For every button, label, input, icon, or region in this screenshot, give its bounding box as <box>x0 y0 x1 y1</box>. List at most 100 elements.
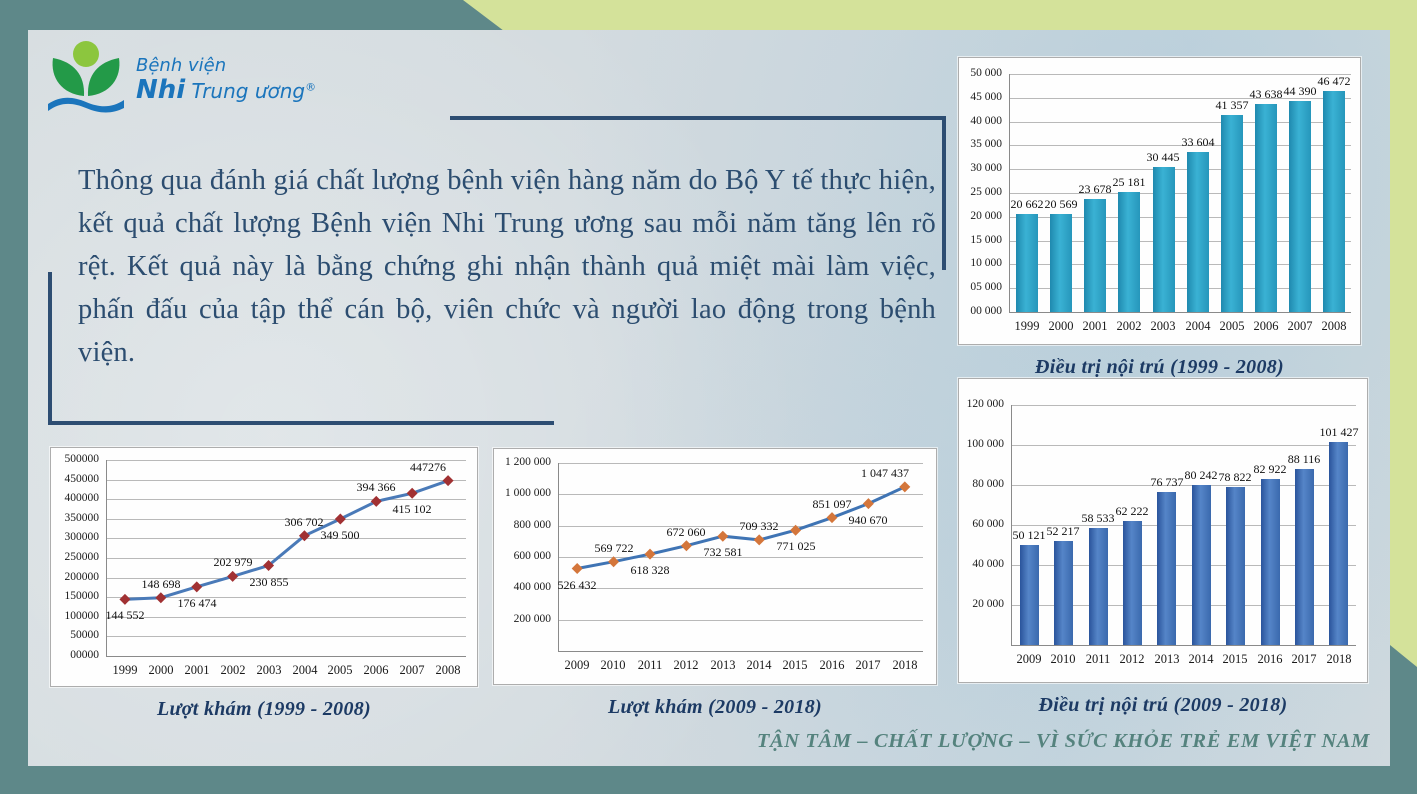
trend-line <box>124 479 449 601</box>
x-axis-label: 2010 <box>600 658 626 672</box>
x-axis-label: 2008 <box>1321 319 1347 333</box>
plot-area: 500000 450000 400000 350000 300000 250000 2000… <box>65 453 466 677</box>
hospital-logo: Bệnh viện Nhi Trung ương® <box>46 40 316 120</box>
grid-line <box>1010 264 1351 265</box>
y-axis-tick-label: 05 000 <box>970 281 1002 293</box>
grid-line <box>1010 122 1351 123</box>
x-axis-label: 2007 <box>1287 319 1313 333</box>
bar-value-label: 44 390 <box>1283 84 1317 98</box>
x-axis-label: 2004 <box>292 663 318 677</box>
y-axis-tick-label: 50 000 <box>970 67 1002 79</box>
point-value-label: 148 698 <box>141 577 181 591</box>
plot-area: 1 200 000 1 000 000 800 000 600 000 400 000 2… <box>505 456 923 672</box>
grid-line <box>1010 193 1351 194</box>
x-axis-label: 2018 <box>892 658 918 672</box>
diamond-marker <box>753 534 765 546</box>
x-axis-label: 2011 <box>637 658 663 672</box>
grid-line <box>107 460 466 461</box>
point-value-label: 349 500 <box>320 528 360 542</box>
grid-line <box>107 499 466 500</box>
x-axis-label: 2015 <box>782 658 808 672</box>
x-axis-label: 2009 <box>1016 652 1042 666</box>
x-axis-label: 2015 <box>1222 652 1248 666</box>
logo-name-rest: Trung ương <box>185 78 306 103</box>
bar <box>1016 214 1038 312</box>
diamond-marker <box>680 540 692 552</box>
diamond-marker <box>155 592 167 604</box>
y-axis-tick-label: 600 000 <box>513 550 551 562</box>
x-axis-label: 2002 <box>1116 319 1142 333</box>
grid-line <box>1010 98 1351 99</box>
logo-line2: Nhi Trung ương® <box>136 74 317 105</box>
x-axis-label: 2009 <box>564 658 590 672</box>
grid-line <box>1010 145 1351 146</box>
diamond-marker <box>790 524 802 536</box>
grid-line <box>107 558 466 559</box>
y-axis-tick-label: 450000 <box>64 473 100 485</box>
y-axis-tick-label: 15 000 <box>970 234 1002 246</box>
y-axis-tick-label: 200 000 <box>513 613 551 625</box>
grid-line <box>107 519 466 520</box>
grid-line <box>559 526 923 527</box>
diamond-marker <box>119 593 131 605</box>
grid-line <box>559 588 923 589</box>
x-axis-label: 2006 <box>1253 319 1279 333</box>
point-value-label: 176 474 <box>177 596 217 610</box>
point-value-label: 709 332 <box>739 519 779 533</box>
bar-value-label: 88 116 <box>1287 452 1321 466</box>
y-axis-tick-label: 35 000 <box>970 138 1002 150</box>
registered-mark: ® <box>305 80 317 94</box>
point-value-label: 940 670 <box>848 513 888 527</box>
diamond-marker <box>644 548 656 560</box>
line-series <box>571 481 911 575</box>
x-axis-label: 1999 <box>112 663 138 677</box>
x-axis-label: 2018 <box>1326 652 1352 666</box>
point-value-label: 1 047 437 <box>861 466 909 480</box>
plot-area: 50 000 45 000 40 000 35 000 30 000 25 000 20 0… <box>970 67 1351 333</box>
x-axis-label: 2003 <box>1150 319 1176 333</box>
point-value-label: 771 025 <box>776 539 816 553</box>
point-value-label: 672 060 <box>666 525 706 539</box>
leaf-right-icon <box>87 58 120 96</box>
bar <box>1226 487 1245 645</box>
diamond-marker <box>571 563 583 575</box>
bar <box>1329 442 1348 645</box>
x-axis-label: 2005 <box>1219 319 1245 333</box>
chart-caption: Lượt khám (2009 - 2018) <box>607 696 823 718</box>
y-axis-tick-label: 20 000 <box>972 598 1004 610</box>
x-axis-label: 2014 <box>746 658 772 672</box>
y-axis-tick-label: 100000 <box>64 610 100 622</box>
chart-caption: Điều trị nội trú (1999 - 2008) <box>1034 356 1285 378</box>
y-axis-tick-label: 200000 <box>64 571 100 583</box>
x-axis-label: 2016 <box>1257 652 1283 666</box>
y-axis-tick-label: 00000 <box>70 649 99 661</box>
point-value-label: 618 328 <box>630 563 670 577</box>
x-axis-label: 2012 <box>673 658 699 672</box>
logo-name-bold: Nhi <box>136 74 186 105</box>
bar <box>1118 192 1140 312</box>
diamond-marker <box>298 530 310 542</box>
bar-value-label: 20 662 <box>1010 197 1044 211</box>
bar-value-label: 76 737 <box>1150 475 1184 489</box>
y-axis-tick-label: 45 000 <box>970 91 1002 103</box>
y-axis-tick-label: 50000 <box>70 629 99 641</box>
line-series <box>119 475 454 605</box>
point-value-label: 569 722 <box>594 541 634 555</box>
x-axis-label: 2010 <box>1050 652 1076 666</box>
x-axis-label: 2013 <box>710 658 736 672</box>
chart-caption: Lượt khám (1999 - 2008) <box>156 698 372 720</box>
intro-paragraph: Thông qua đánh giá chất lượng bệnh viện … <box>78 164 936 368</box>
diamond-marker <box>826 512 838 524</box>
decor-bracket-top-right <box>450 116 946 270</box>
bar-value-label: 43 638 <box>1249 87 1283 101</box>
grid-line <box>1012 405 1356 406</box>
x-axis-label: 2003 <box>256 663 282 677</box>
diamond-marker <box>406 487 418 499</box>
x-axis-label: 2001 <box>1082 319 1108 333</box>
logo-line1: Bệnh viện <box>136 55 227 76</box>
x-axis-label: 2005 <box>327 663 353 677</box>
y-axis-tick-label: 100 000 <box>966 438 1004 450</box>
plot-area: 120 000 100 000 80 000 60 000 40 000 20 000 20… <box>967 398 1359 666</box>
hospital-logo-text: Bệnh viện Nhi Trung ương® <box>136 40 316 104</box>
point-value-label: 144 552 <box>105 608 145 622</box>
